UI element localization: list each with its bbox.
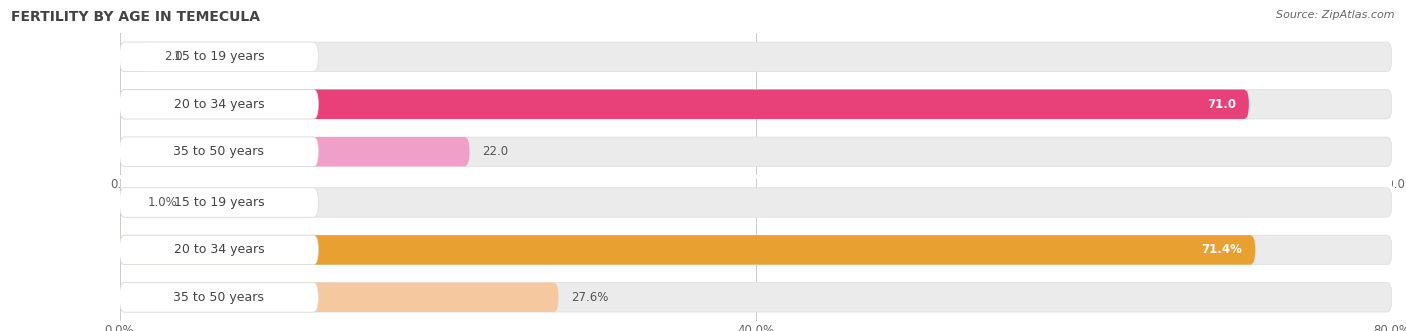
FancyBboxPatch shape — [120, 42, 1392, 71]
Text: 20 to 34 years: 20 to 34 years — [173, 243, 264, 257]
Text: 71.0: 71.0 — [1208, 98, 1236, 111]
FancyBboxPatch shape — [120, 42, 318, 71]
Text: 35 to 50 years: 35 to 50 years — [173, 145, 264, 158]
Text: 2.0: 2.0 — [165, 50, 183, 63]
FancyBboxPatch shape — [120, 235, 1392, 264]
FancyBboxPatch shape — [120, 188, 135, 217]
FancyBboxPatch shape — [120, 283, 558, 312]
FancyBboxPatch shape — [120, 283, 1392, 312]
FancyBboxPatch shape — [120, 90, 318, 119]
FancyBboxPatch shape — [120, 188, 1392, 217]
Text: 20 to 34 years: 20 to 34 years — [173, 98, 264, 111]
FancyBboxPatch shape — [120, 137, 470, 166]
FancyBboxPatch shape — [120, 235, 1256, 264]
FancyBboxPatch shape — [120, 188, 318, 217]
Text: 1.0%: 1.0% — [148, 196, 179, 209]
FancyBboxPatch shape — [120, 283, 318, 312]
Text: 27.6%: 27.6% — [571, 291, 609, 304]
FancyBboxPatch shape — [120, 235, 318, 264]
Text: 71.4%: 71.4% — [1202, 243, 1243, 257]
Text: 22.0: 22.0 — [482, 145, 509, 158]
Text: Source: ZipAtlas.com: Source: ZipAtlas.com — [1277, 10, 1395, 20]
FancyBboxPatch shape — [120, 90, 1392, 119]
FancyBboxPatch shape — [120, 137, 318, 166]
FancyBboxPatch shape — [120, 137, 1392, 166]
Text: 15 to 19 years: 15 to 19 years — [173, 196, 264, 209]
FancyBboxPatch shape — [120, 90, 1249, 119]
Text: FERTILITY BY AGE IN TEMECULA: FERTILITY BY AGE IN TEMECULA — [11, 10, 260, 24]
FancyBboxPatch shape — [120, 42, 152, 71]
Text: 35 to 50 years: 35 to 50 years — [173, 291, 264, 304]
Text: 15 to 19 years: 15 to 19 years — [173, 50, 264, 63]
